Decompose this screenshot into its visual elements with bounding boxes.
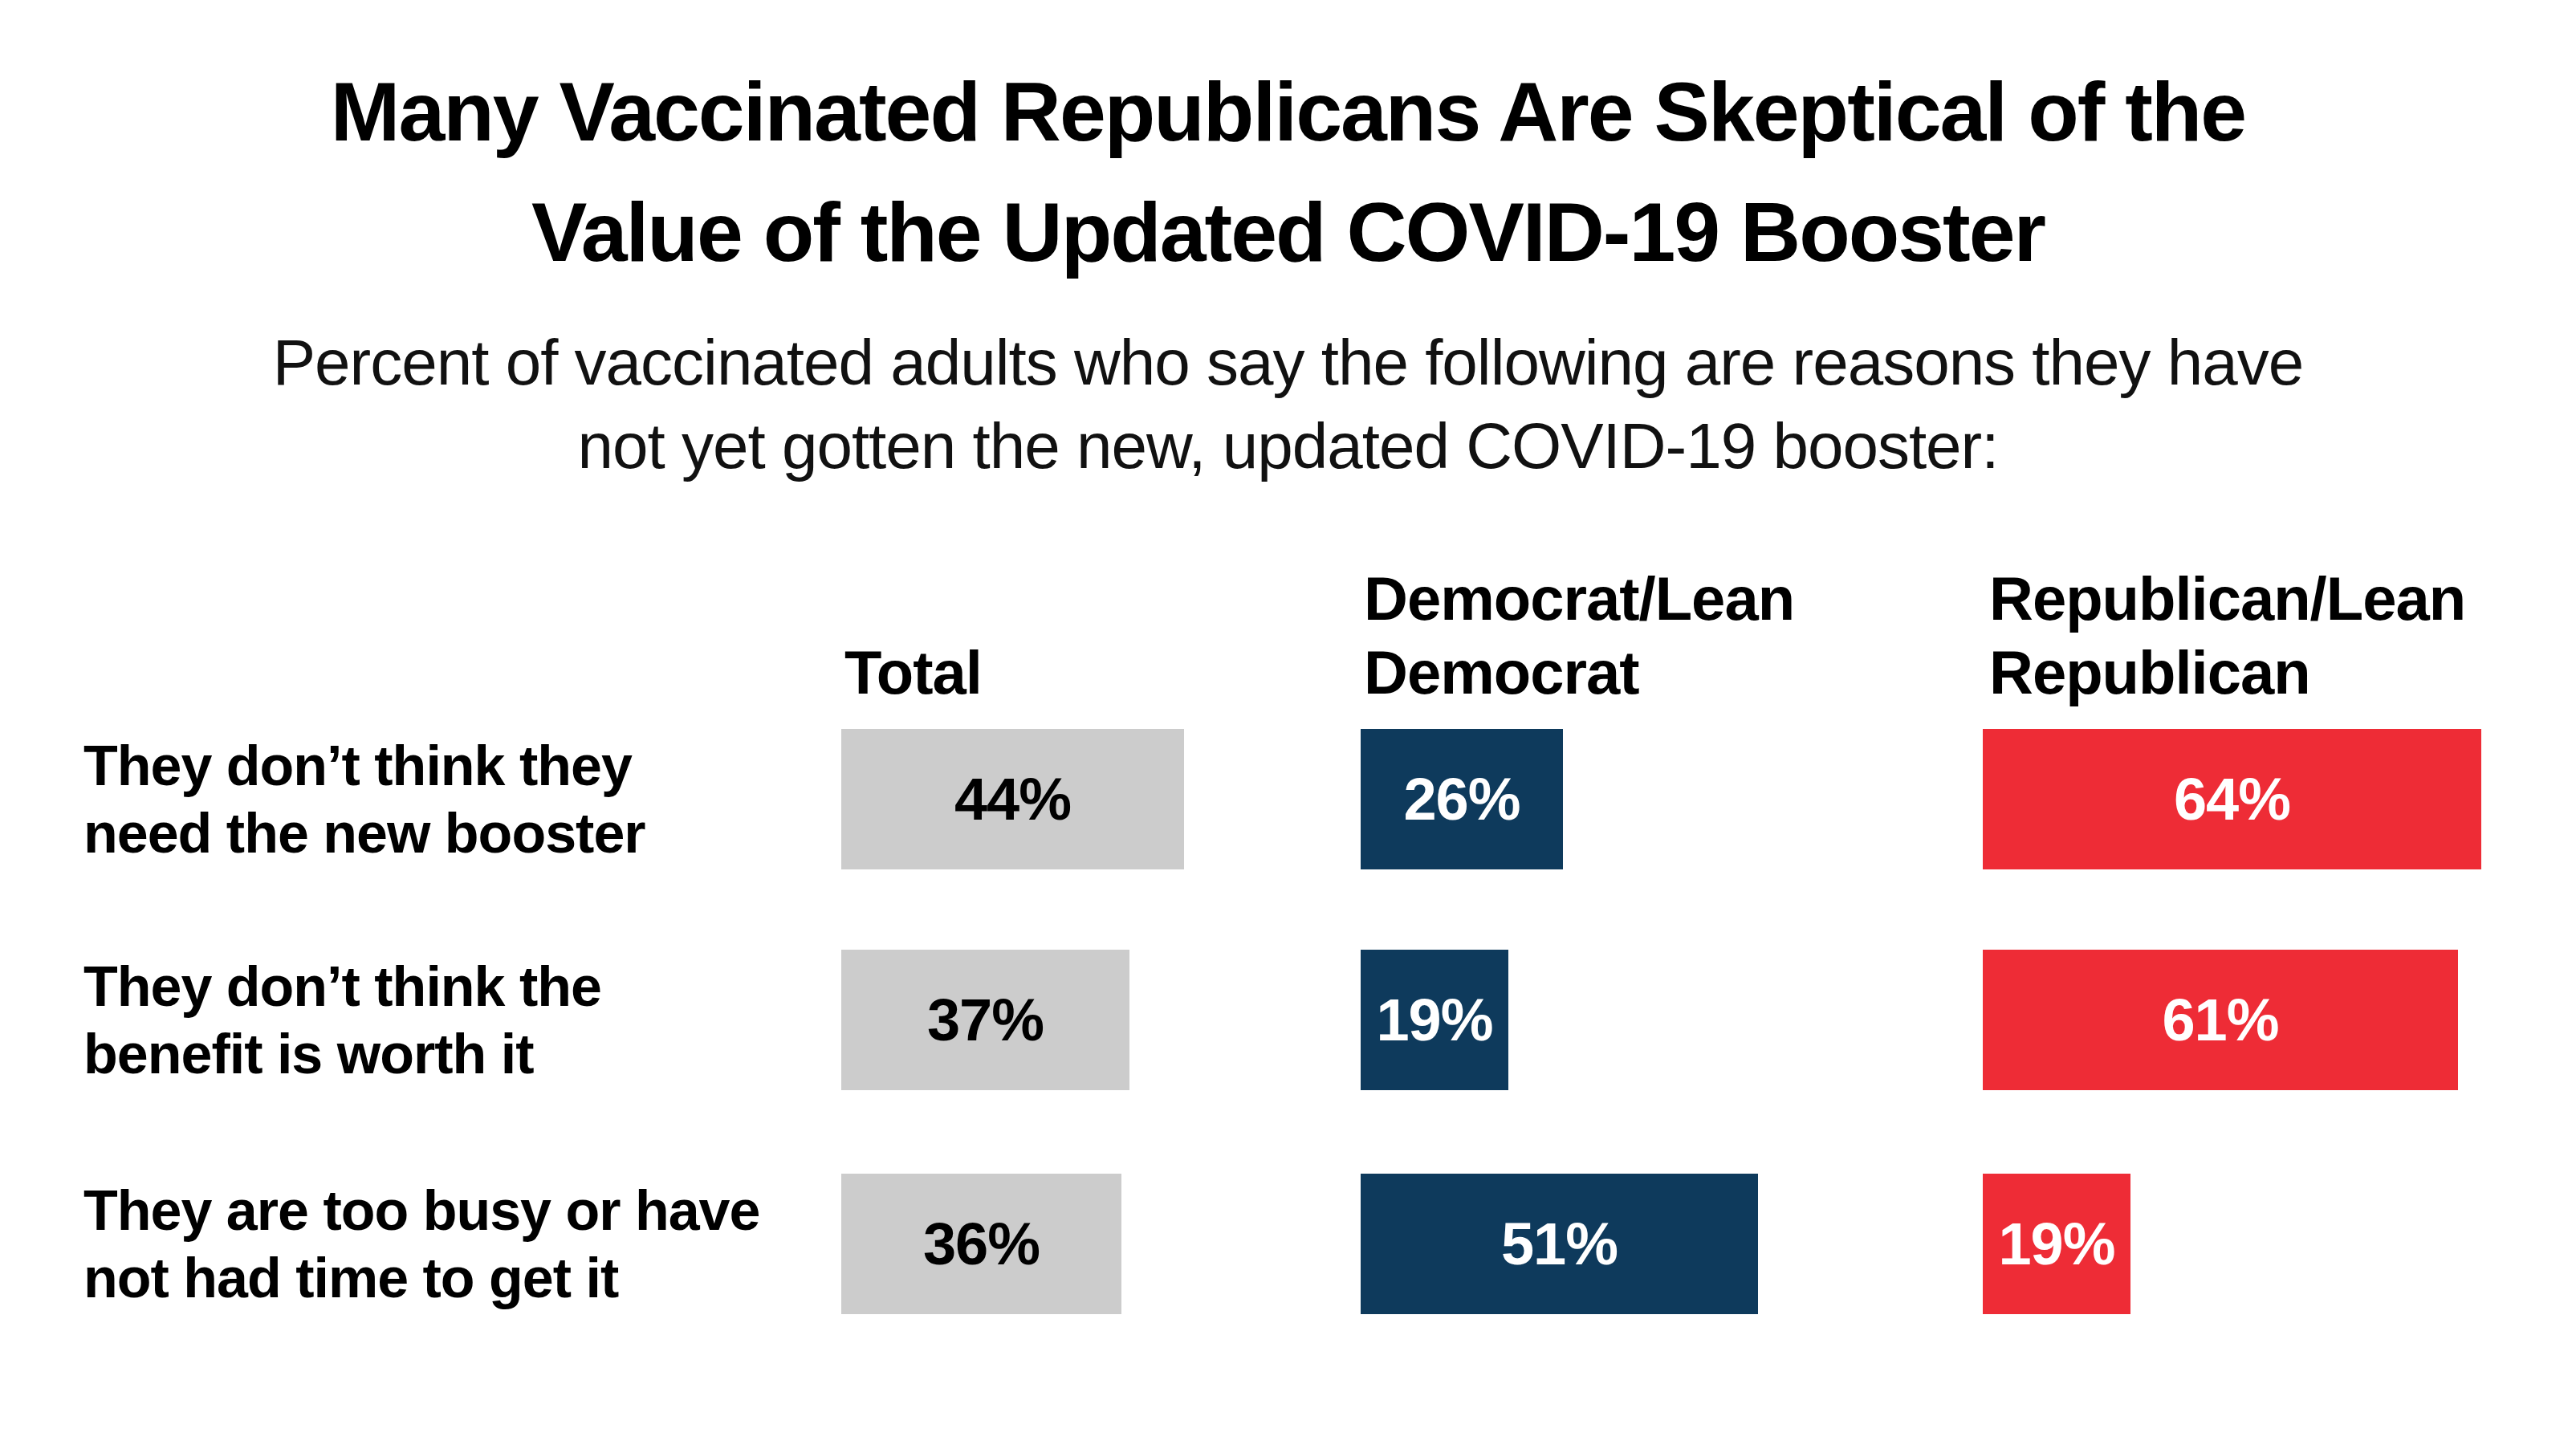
chart-page: Many Vaccinated Republicans Are Skeptica… bbox=[0, 0, 2576, 1445]
row-label-line2: need the new booster bbox=[83, 802, 645, 865]
row-label-line2: not had time to get it bbox=[83, 1247, 618, 1309]
row-label-line2: benefit is worth it bbox=[83, 1023, 533, 1085]
bar-value-label: 36% bbox=[923, 1210, 1040, 1278]
bar-value-label: 19% bbox=[1376, 986, 1492, 1054]
bar-total-benefit-worth: 37% bbox=[841, 950, 1129, 1090]
chart-title-line1: Many Vaccinated Republicans Are Skeptica… bbox=[331, 65, 2245, 158]
column-header-total: Total bbox=[844, 636, 982, 710]
bar-republican-need-booster: 64% bbox=[1983, 729, 2481, 869]
bar-value-label: 37% bbox=[927, 986, 1044, 1054]
column-header-democrat-line2: Democrat bbox=[1364, 638, 1639, 706]
row-label-line1: They are too busy or have bbox=[83, 1179, 759, 1242]
bar-value-label: 19% bbox=[1998, 1210, 2114, 1278]
row-label-need-booster: They don’t think theyneed the new booste… bbox=[83, 732, 806, 867]
row-label-line1: They don’t think the bbox=[83, 955, 601, 1018]
chart-subtitle-line2: not yet gotten the new, updated COVID-19… bbox=[578, 410, 1999, 482]
bar-total-need-booster: 44% bbox=[841, 729, 1184, 869]
row-label-line1: They don’t think they bbox=[83, 735, 632, 797]
bar-democrat-benefit-worth: 19% bbox=[1361, 950, 1508, 1090]
bar-republican-benefit-worth: 61% bbox=[1983, 950, 2458, 1090]
bar-republican-too-busy: 19% bbox=[1983, 1174, 2130, 1314]
row-label-too-busy: They are too busy or havenot had time to… bbox=[83, 1177, 806, 1312]
bar-democrat-need-booster: 26% bbox=[1361, 729, 1563, 869]
bar-value-label: 61% bbox=[2162, 986, 2278, 1054]
bar-value-label: 26% bbox=[1403, 765, 1520, 833]
column-header-republican-line1: Republican/Lean bbox=[1989, 564, 2465, 633]
column-header-democrat-line1: Democrat/Lean bbox=[1364, 564, 1794, 633]
bar-value-label: 64% bbox=[2174, 765, 2290, 833]
column-header-total-label: Total bbox=[844, 638, 982, 706]
bar-total-too-busy: 36% bbox=[841, 1174, 1121, 1314]
bar-democrat-too-busy: 51% bbox=[1361, 1174, 1758, 1314]
chart-subtitle-line1: Percent of vaccinated adults who say the… bbox=[273, 327, 2304, 398]
bar-value-label: 44% bbox=[954, 765, 1071, 833]
chart-title-line2: Value of the Updated COVID-19 Booster bbox=[531, 185, 2045, 279]
column-header-republican-line2: Republican bbox=[1989, 638, 2310, 706]
chart-subtitle: Percent of vaccinated adults who say the… bbox=[0, 321, 2576, 488]
chart-title: Many Vaccinated Republicans Are Skeptica… bbox=[0, 51, 2576, 292]
column-header-democrat: Democrat/LeanDemocrat bbox=[1364, 562, 1794, 710]
column-header-republican: Republican/LeanRepublican bbox=[1989, 562, 2465, 710]
bar-value-label: 51% bbox=[1501, 1210, 1618, 1278]
row-label-benefit-worth: They don’t think thebenefit is worth it bbox=[83, 953, 806, 1088]
